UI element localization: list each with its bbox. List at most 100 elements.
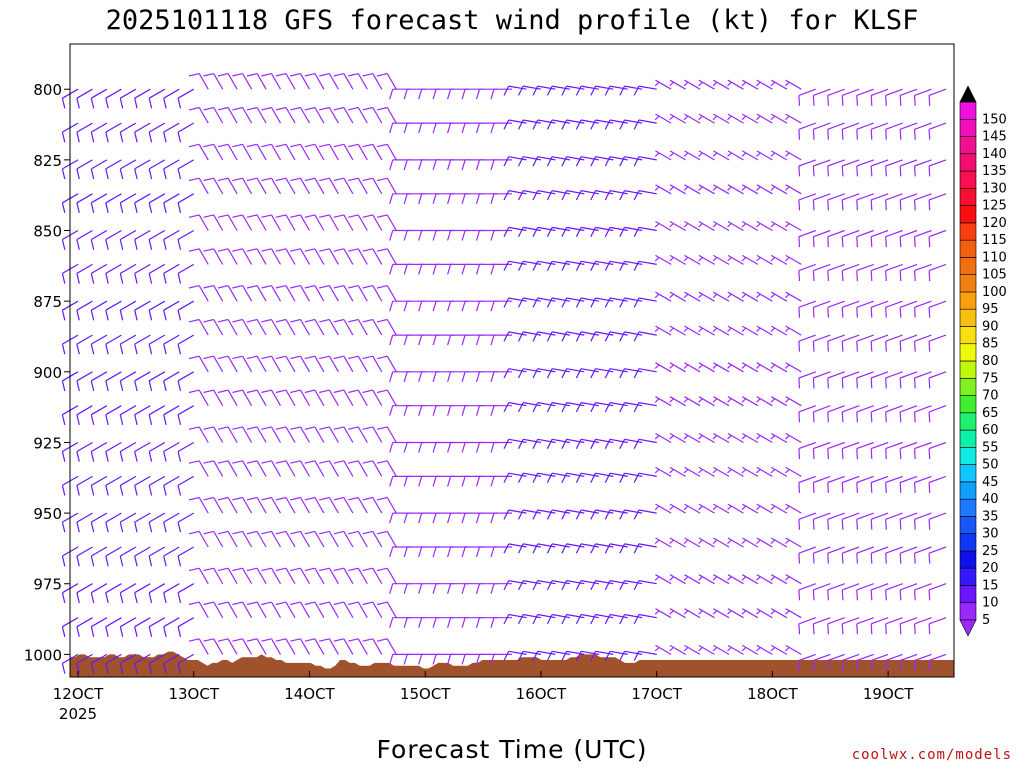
wind-barb: [619, 402, 643, 413]
barb-staff: [163, 159, 180, 170]
barb-staff: [856, 583, 874, 591]
barb-staff: [270, 285, 282, 302]
barb-staff: [785, 396, 802, 407]
wind-barb: [784, 362, 802, 373]
barb-staff: [120, 300, 137, 311]
barb-feather: [827, 411, 829, 423]
barb-staff: [508, 119, 527, 124]
wind-barb: [348, 285, 368, 302]
barb-staff: [134, 617, 151, 628]
wind-barb: [177, 653, 194, 674]
wind-barb: [654, 537, 672, 548]
wind-barb: [546, 156, 571, 167]
terrain-surface: [70, 651, 954, 677]
wind-barb: [163, 159, 180, 180]
wind-barb: [899, 617, 918, 635]
wind-barb: [727, 396, 744, 407]
barb-staff: [595, 331, 614, 336]
wind-barb: [333, 177, 354, 195]
wind-barb: [232, 248, 253, 265]
barb-staff: [742, 150, 759, 161]
barb-staff: [357, 460, 368, 477]
wind-barb: [105, 334, 122, 355]
barb-feather: [203, 355, 214, 360]
barb-feather: [590, 119, 597, 130]
barb-staff: [314, 497, 325, 514]
wind-barb: [261, 601, 282, 618]
wind-barb: [590, 368, 614, 379]
colorbar-label: 5: [982, 613, 990, 628]
wind-barb: [741, 432, 759, 444]
barb-feather: [403, 193, 408, 204]
barb-staff: [713, 325, 730, 336]
barb-staff: [198, 531, 209, 548]
wind-barb: [798, 475, 817, 493]
barb-staff: [177, 159, 194, 170]
barb-feather: [348, 318, 359, 323]
wind-barb: [490, 88, 512, 100]
wind-barb: [698, 466, 715, 477]
barb-half-feather: [727, 152, 732, 157]
wind-barb: [633, 368, 657, 379]
barb-feather: [827, 377, 829, 389]
barb-staff: [134, 334, 151, 345]
wind-barb: [432, 229, 455, 241]
barb-half-feather: [756, 81, 761, 87]
barb-half-feather: [727, 186, 732, 191]
barb-staff: [120, 441, 137, 453]
barb-feather: [812, 377, 815, 389]
barb-staff: [343, 460, 354, 477]
barb-feather: [619, 509, 626, 520]
wind-barb: [633, 543, 657, 554]
barb-half-feather: [727, 398, 732, 403]
barb-staff: [551, 226, 571, 232]
barb-feather: [261, 73, 272, 77]
wind-barb: [348, 460, 368, 477]
wind-barb: [870, 88, 889, 106]
barb-staff: [669, 79, 686, 90]
y-tick-label: 900: [33, 364, 62, 382]
barb-feather: [304, 530, 316, 535]
barb-feather: [490, 122, 495, 134]
barb-staff: [928, 405, 947, 413]
wind-barb: [432, 475, 455, 487]
wind-barb: [812, 334, 831, 352]
wind-barb: [841, 229, 860, 248]
barb-feather: [561, 156, 568, 167]
barb-staff: [299, 531, 311, 548]
wind-barb: [546, 85, 571, 96]
wind-barb: [633, 613, 657, 625]
x-axis-title: Forecast Time (UTC): [377, 735, 648, 764]
barb-half-feather: [741, 435, 747, 440]
barb-staff: [638, 543, 657, 548]
wind-barb: [885, 405, 903, 423]
wind-barb: [348, 426, 368, 443]
wind-barb: [461, 475, 484, 487]
barb-staff: [357, 355, 368, 373]
wind-barb: [432, 441, 455, 453]
barb-feather: [217, 389, 229, 394]
barb-staff: [270, 355, 282, 373]
barb-feather: [403, 371, 408, 382]
wind-barb: [290, 355, 311, 373]
wind-barb: [418, 441, 440, 453]
wind-barb: [203, 143, 224, 161]
wind-barb: [348, 318, 368, 336]
barb-staff: [742, 220, 759, 232]
wind-barb: [261, 248, 282, 265]
barb-feather: [503, 472, 510, 483]
wind-barb: [246, 496, 267, 514]
barb-feather: [76, 663, 80, 674]
barb-feather: [561, 614, 568, 625]
barb-staff: [771, 466, 788, 477]
wind-barb: [532, 119, 556, 130]
wind-barb: [532, 580, 556, 591]
barb-staff: [669, 432, 686, 444]
barb-staff: [256, 73, 267, 90]
barb-staff: [343, 638, 354, 655]
barb-feather: [418, 546, 423, 558]
barb-half-feather: [741, 398, 747, 403]
wind-barb: [841, 405, 860, 423]
wind-barb: [403, 512, 426, 524]
wind-barb: [319, 530, 339, 548]
